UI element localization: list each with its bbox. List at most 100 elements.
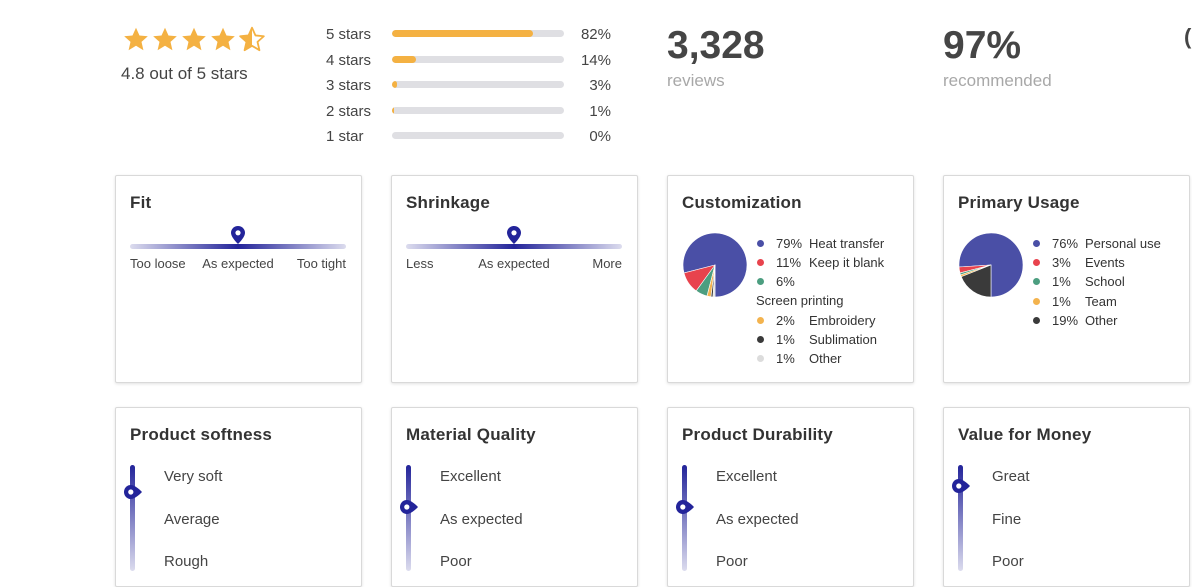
scale-label-mid: Average — [164, 511, 220, 528]
legend-label: Team — [1085, 293, 1117, 309]
product-softness-card: Product softness Very soft Average Rough — [115, 407, 362, 587]
rating-row-percent: 82% — [580, 26, 611, 43]
legend-label: Other — [1085, 312, 1118, 328]
scale-label-mid: Fine — [992, 511, 1022, 528]
rating-row-label: 5 stars — [326, 26, 372, 43]
legend-percent: 76% — [1052, 236, 1079, 251]
rating-row[interactable]: 1 star 0% — [326, 126, 626, 152]
value-for-money-card: Value for Money Great Fine Poor — [943, 407, 1190, 587]
card-title: Shrinkage — [406, 193, 490, 212]
rating-bar — [392, 55, 564, 63]
star-icon — [153, 27, 177, 51]
softness-scale — [124, 465, 142, 571]
reviews-count: 3,328 — [667, 24, 765, 67]
legend-percent: 6% — [776, 274, 795, 290]
rating-bar — [392, 30, 564, 37]
star-icon — [182, 27, 206, 51]
pie-slice-other — [712, 264, 716, 298]
legend-label: Embroidery — [809, 312, 876, 328]
legend-label: Heat transfer — [809, 236, 885, 251]
scale-label-high: Very soft — [164, 468, 223, 485]
legend-percent: 2% — [776, 312, 795, 328]
rating-bar — [392, 106, 564, 114]
fit-scale — [130, 226, 346, 249]
star-half-icon — [239, 26, 265, 52]
rating-bar-fill — [392, 106, 394, 114]
star-icon — [124, 27, 148, 51]
recommended-percent: 97% — [943, 24, 1022, 67]
legend-label: Sublimation — [809, 331, 877, 347]
rating-row-label: 1 star — [326, 128, 364, 145]
location-pin-icon — [952, 479, 970, 494]
location-pin-icon — [124, 484, 142, 499]
legend-label: Other — [809, 351, 842, 367]
rating-row[interactable]: 3 stars 3% — [326, 75, 626, 101]
legend-percent: 1% — [776, 331, 795, 347]
legend-label: Events — [1085, 255, 1125, 271]
location-pin-icon — [231, 226, 245, 244]
scale-label-high: Excellent — [440, 468, 501, 485]
reviews-label: reviews — [667, 71, 725, 90]
rating-row[interactable]: 5 stars 82% — [326, 24, 626, 50]
star-rating — [122, 26, 266, 53]
scale-label-low: Poor — [440, 553, 472, 570]
primary-usage-pie-chart — [958, 232, 1024, 298]
clipped-stat-fragment: ( — [1184, 24, 1192, 49]
rating-bar — [392, 132, 564, 139]
rating-row-percent: 0% — [589, 128, 611, 145]
scale-label-low: Poor — [716, 553, 748, 570]
shrinkage-scale — [406, 226, 622, 249]
legend-swatch — [757, 240, 764, 247]
card-title: Primary Usage — [958, 193, 1080, 212]
pie-slice-other — [960, 264, 992, 298]
rating-row-label: 3 stars — [326, 77, 372, 94]
legend-label: Personal use — [1085, 236, 1161, 251]
legend-swatch — [1033, 316, 1040, 324]
rating-distribution: 5 stars 82% 4 stars 14% 3 stars 3% 2 sta… — [326, 24, 626, 152]
legend-label: Keep it blank — [809, 255, 885, 271]
customization-pie-chart — [682, 232, 748, 298]
legend-label: Screen printing — [756, 293, 844, 309]
scale-label-mid: As expected — [716, 511, 799, 528]
scale-label-high: More — [592, 256, 622, 271]
rating-bar-fill — [392, 55, 417, 63]
legend-percent: 1% — [776, 351, 795, 367]
legend-swatch — [1033, 297, 1040, 305]
scale-label-low: Less — [406, 256, 434, 271]
legend-swatch — [757, 316, 764, 324]
material-quality-card: Material Quality Excellent As expected P… — [391, 407, 638, 587]
legend-swatch — [757, 335, 764, 343]
customization-card: Customization 79% Heat transfer 11% Keep… — [667, 175, 914, 383]
legend-percent: 19% — [1052, 312, 1079, 328]
card-title: Product Durability — [682, 425, 833, 444]
recommended-label: recommended — [943, 71, 1052, 90]
legend-percent: 11% — [776, 255, 802, 271]
rating-row-label: 2 stars — [326, 102, 372, 120]
legend-percent: 1% — [1052, 274, 1071, 290]
rating-row[interactable]: 4 stars 14% — [326, 50, 626, 76]
location-pin-icon — [400, 500, 418, 515]
rating-bar-fill — [392, 81, 398, 88]
card-title: Product softness — [130, 425, 273, 444]
scale-label-mid: As expected — [202, 256, 274, 271]
rating-bar — [392, 81, 564, 88]
product-durability-card: Product Durability Excellent As expected… — [667, 407, 914, 587]
reviews-stat: 3,328 reviews — [667, 24, 765, 91]
scale-label-high: Excellent — [716, 468, 777, 485]
legend-label: School — [1085, 274, 1125, 290]
rating-row-percent: 3% — [589, 77, 611, 94]
scale-label-low: Poor — [992, 553, 1024, 570]
fit-card: Fit Too loose As expected Too tight — [115, 175, 362, 383]
scale-label-high: Great — [992, 468, 1030, 485]
rating-row-percent: 14% — [580, 51, 611, 69]
legend-percent: 3% — [1052, 255, 1071, 271]
value-for-money-scale — [952, 465, 970, 571]
card-title: Material Quality — [406, 425, 536, 444]
legend-percent: 79% — [776, 236, 803, 251]
material-quality-scale — [400, 465, 418, 571]
legend-swatch — [1033, 259, 1040, 267]
scale-label-mid: As expected — [440, 511, 523, 528]
rating-row[interactable]: 2 stars 1% — [326, 101, 626, 127]
location-pin-icon — [507, 226, 521, 244]
scale-label-low: Too loose — [130, 256, 186, 271]
